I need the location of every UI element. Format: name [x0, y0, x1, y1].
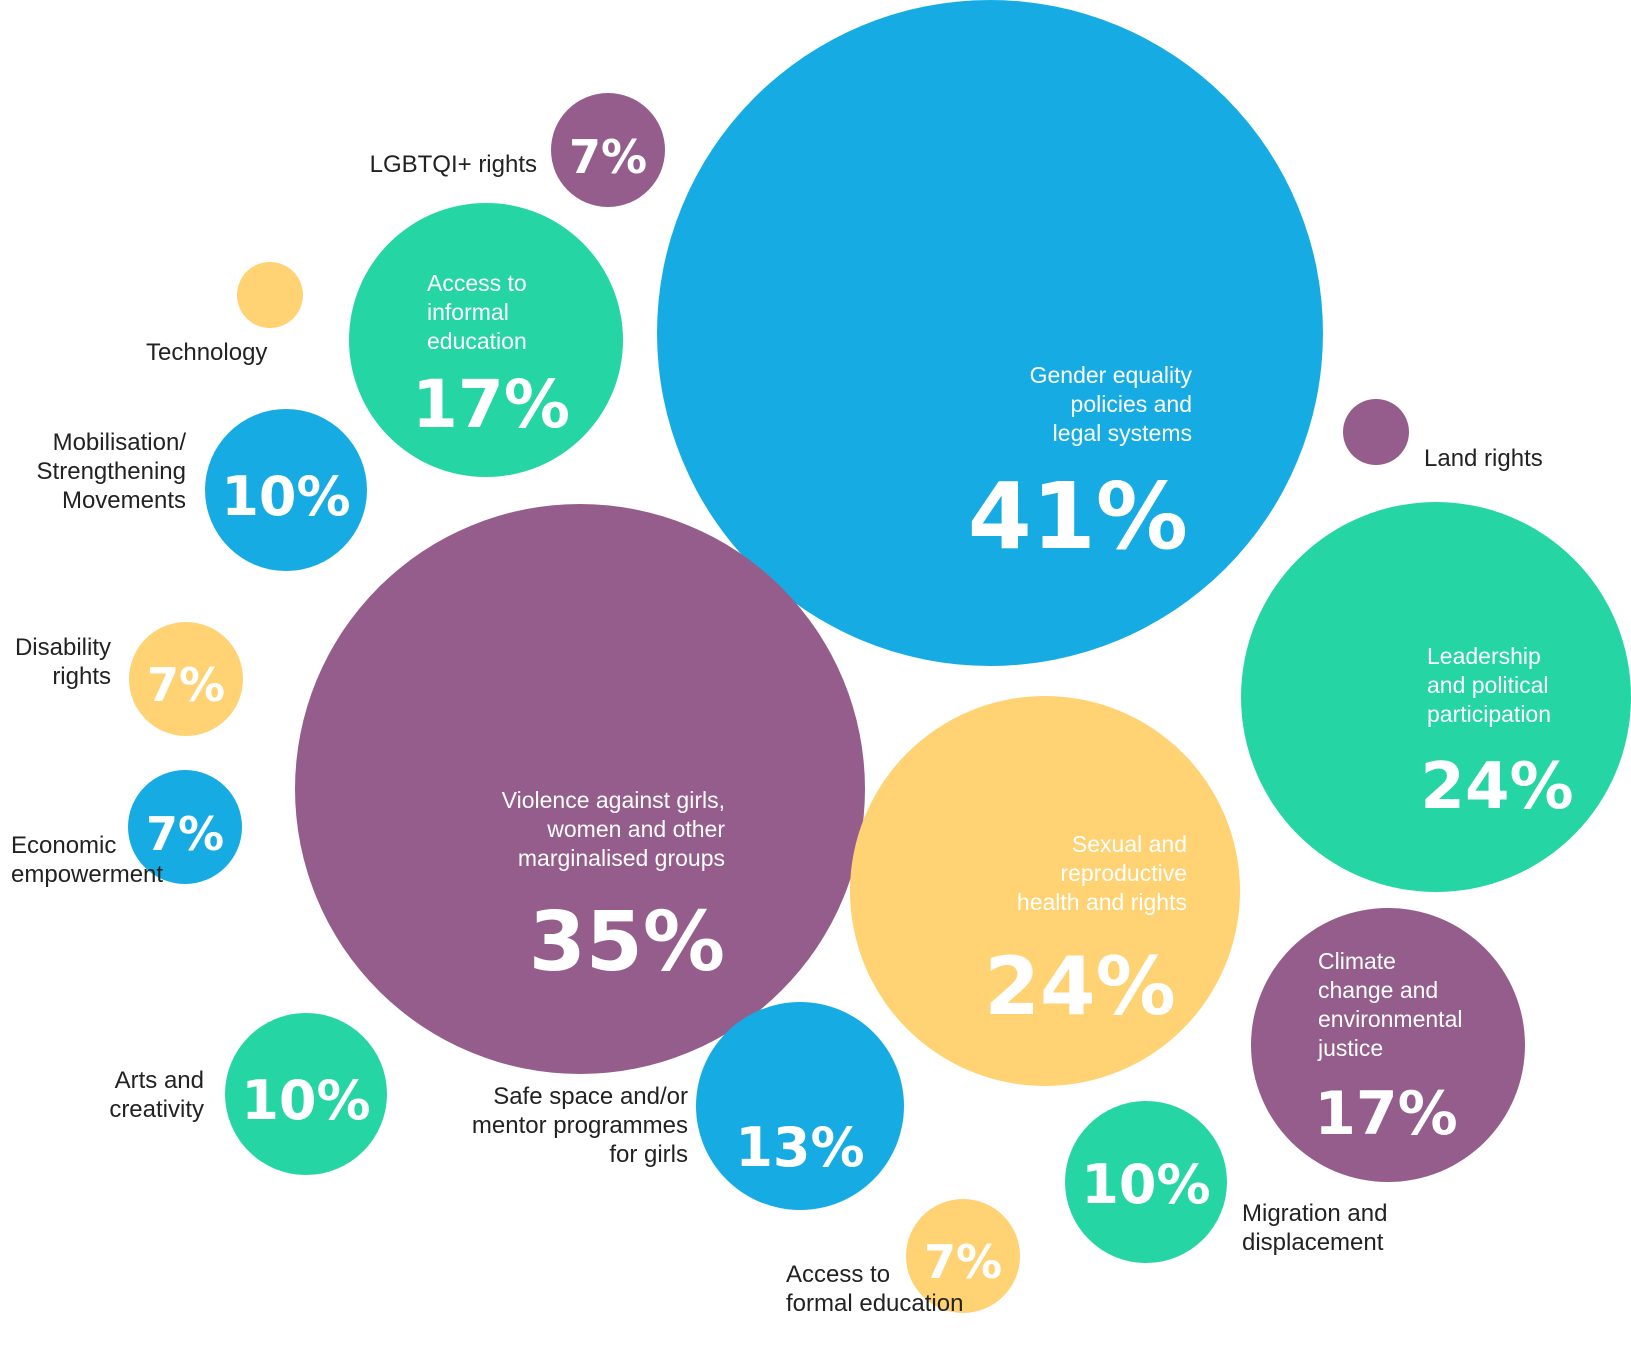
bubble-label-5: Access to informal education: [427, 270, 527, 354]
bubble-3: [1241, 502, 1631, 892]
bubble-5: [349, 203, 623, 477]
bubble-value-15: 3%: [146, 283, 224, 337]
bubble-value-1: 41%: [968, 463, 1188, 570]
bubble-value-5: 17%: [412, 366, 570, 443]
bubble-14: [906, 1199, 1020, 1313]
bubble-value-10: 10%: [1081, 1153, 1210, 1216]
bubble-9: [225, 1013, 387, 1175]
bubble-value-4: 24%: [984, 940, 1175, 1033]
bubble-label-11: LGBTQI+ rights: [370, 151, 537, 178]
bubble-label-3: Leadership and political participation: [1427, 643, 1551, 727]
bubble-value-8: 10%: [221, 465, 350, 528]
bubble-label-7: Safe space and/or mentor programmes for gi…: [472, 1083, 688, 1168]
bubble-12: [129, 622, 243, 736]
bubble-value-2: 35%: [529, 895, 725, 990]
bubble-8: [205, 409, 367, 571]
bubble-16: [1343, 399, 1409, 465]
bubble-label-12: Disability rights: [15, 634, 111, 690]
bubble-label-6: Climate change and environmental justice: [1317, 948, 1462, 1061]
bubble-value-7: 13%: [735, 1116, 864, 1179]
bubble-11: [551, 93, 665, 207]
bubble-13: [128, 770, 242, 884]
bubble-label-15: Technology: [146, 339, 267, 366]
bubble-label-2: Violence against girls, women and other ma…: [502, 787, 726, 871]
bubble-4: [850, 696, 1240, 1086]
bubble-label-4: Sexual and reproductive health and rights: [1017, 831, 1187, 915]
bubble-value-16: 3%: [1424, 393, 1502, 447]
bubble-6: [1251, 908, 1525, 1182]
bubble-value-12: 7%: [147, 658, 225, 712]
bubble-label-10: Migration and displacement: [1242, 1200, 1387, 1256]
bubble-10: [1065, 1101, 1227, 1263]
bubble-value-11: 7%: [569, 130, 647, 184]
bubble-value-6: 17%: [1314, 1079, 1458, 1149]
bubble-value-3: 24%: [1420, 750, 1573, 824]
bubble-1: [657, 0, 1323, 666]
bubble-value-14: 7%: [924, 1235, 1002, 1289]
bubble-7: [696, 1002, 904, 1210]
bubble-label-9: Arts and creativity: [109, 1067, 204, 1123]
bubble-2: [295, 504, 865, 1074]
bubble-label-14: Access to formal education: [786, 1261, 963, 1317]
bubble-label-16: Land rights: [1424, 445, 1543, 472]
bubble-value-13: 7%: [146, 807, 224, 861]
bubble-label-8: Mobilisation/Strengthening Movements: [37, 429, 187, 514]
bubble-value-9: 10%: [241, 1069, 370, 1132]
bubble-15: [237, 262, 303, 328]
bubble-label-13: Economic empowerment: [11, 832, 163, 888]
bubble-label-1: Gender equality policies and legal systems: [1030, 362, 1193, 446]
